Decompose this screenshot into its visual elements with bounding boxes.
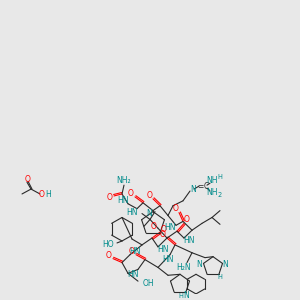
Text: O: O <box>106 251 112 260</box>
Text: HN: HN <box>127 270 139 279</box>
Text: H₂N: H₂N <box>177 263 191 272</box>
Text: O: O <box>173 204 179 213</box>
Text: O: O <box>147 191 153 200</box>
Text: O: O <box>128 190 134 199</box>
Text: O: O <box>25 175 31 184</box>
Text: NH: NH <box>206 188 218 196</box>
Text: HN: HN <box>157 245 169 254</box>
Text: H: H <box>178 293 183 299</box>
Text: O: O <box>184 215 190 224</box>
Text: HN: HN <box>117 196 129 205</box>
Text: O: O <box>161 225 167 234</box>
Text: O: O <box>107 194 113 202</box>
Text: 2: 2 <box>218 192 222 198</box>
Text: NH₂: NH₂ <box>117 176 131 185</box>
Text: H: H <box>218 174 222 180</box>
Text: NH: NH <box>206 176 218 185</box>
Text: N: N <box>190 184 196 194</box>
Text: O: O <box>151 222 157 231</box>
Text: N: N <box>146 209 152 218</box>
Text: O: O <box>39 190 45 200</box>
Text: H: H <box>218 274 222 280</box>
Text: HN: HN <box>162 255 174 264</box>
Text: =: = <box>197 182 203 190</box>
Text: OH: OH <box>143 279 154 288</box>
Text: C: C <box>203 182 208 190</box>
Text: H: H <box>45 190 51 200</box>
Text: N: N <box>223 260 228 269</box>
Text: N: N <box>196 260 202 269</box>
Text: N: N <box>183 291 189 300</box>
Text: HN: HN <box>164 223 176 232</box>
Text: HN: HN <box>126 208 138 217</box>
Text: O: O <box>160 230 166 238</box>
Text: HO: HO <box>102 240 114 249</box>
Text: O: O <box>129 247 135 256</box>
Text: HN: HN <box>129 247 141 256</box>
Text: HN: HN <box>183 236 195 244</box>
